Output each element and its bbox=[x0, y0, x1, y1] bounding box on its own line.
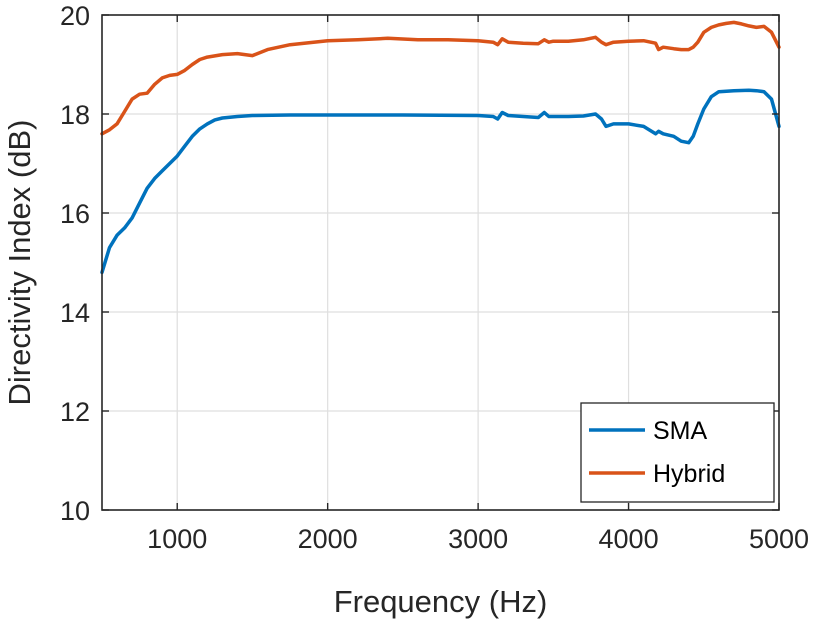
x-tick-label-3000: 3000 bbox=[448, 524, 508, 554]
y-tick-label-14: 14 bbox=[60, 298, 90, 328]
legend: SMA Hybrid bbox=[580, 402, 775, 503]
series-line-sma bbox=[100, 88, 781, 275]
y-tick-label-12: 12 bbox=[60, 397, 90, 427]
x-tick-label-4000: 4000 bbox=[599, 524, 659, 554]
x-axis-title: Frequency (Hz) bbox=[334, 584, 548, 619]
y-tick-label-18: 18 bbox=[60, 100, 90, 130]
y-tick-label-10: 10 bbox=[60, 496, 90, 526]
legend-label-sma: SMA bbox=[653, 417, 708, 445]
y-tick-label-20: 20 bbox=[60, 1, 90, 31]
series-line-hybrid bbox=[100, 20, 781, 136]
plot-area-frame bbox=[101, 14, 780, 511]
x-tick-label-1000: 1000 bbox=[147, 524, 207, 554]
series-lines bbox=[100, 20, 781, 275]
y-axis-title: Directivity Index (dB) bbox=[2, 120, 37, 406]
y-tick-label-16: 16 bbox=[60, 199, 90, 229]
x-tick-label-5000: 5000 bbox=[749, 524, 809, 554]
legend-box bbox=[580, 402, 775, 503]
legend-label-hybrid: Hybrid bbox=[653, 460, 725, 488]
axis-ticks: 1000 2000 3000 4000 5000 10 12 14 16 18 20 bbox=[60, 1, 809, 554]
x-tick-label-2000: 2000 bbox=[298, 524, 358, 554]
